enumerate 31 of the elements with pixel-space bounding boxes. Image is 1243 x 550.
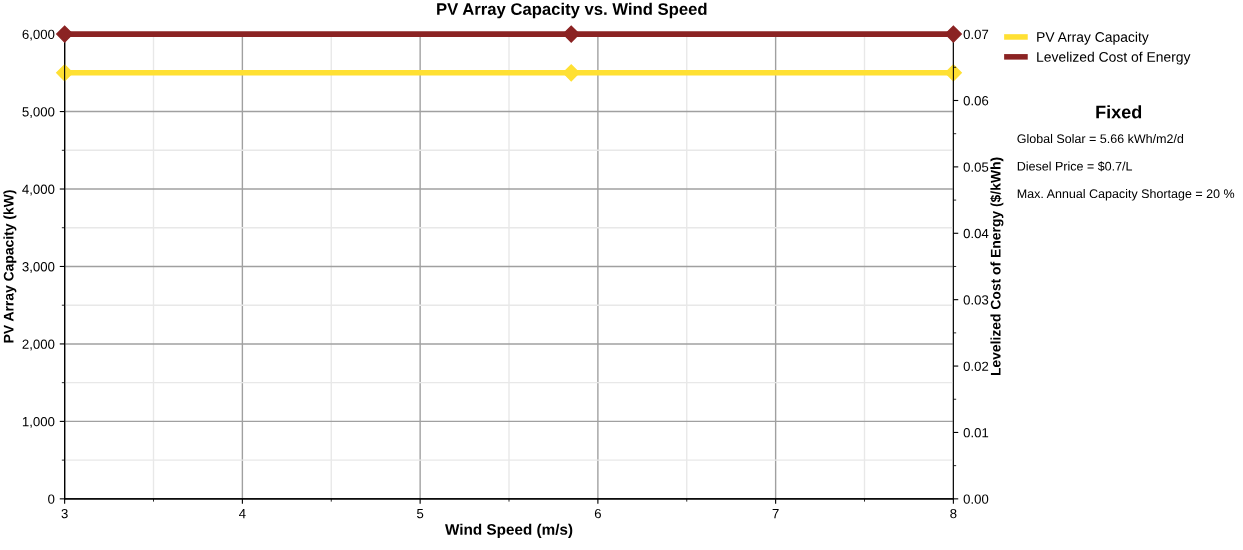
x-axis-title: Wind Speed (m/s) — [445, 523, 573, 538]
x-tick-label: 3 — [61, 508, 68, 519]
y-tick-label: 4,000 — [22, 184, 55, 196]
text: Fixed — [1096, 105, 1142, 119]
y2-tick-label: 0.00 — [963, 494, 989, 504]
y2-tick-label: 0.07 — [963, 29, 989, 40]
y-tick-label: 1,000 — [22, 416, 55, 428]
legend-label: PV Array Capacity — [1037, 31, 1149, 45]
y2-tick-label: 0.06 — [963, 96, 989, 106]
y2-tick-label: 0.01 — [963, 428, 989, 438]
y-tick-label: 0 — [48, 494, 55, 504]
y2-tick-label: 0.04 — [963, 228, 989, 239]
y-tick-label: 3,000 — [22, 262, 55, 273]
text: Max. Annual Capacity Shortage = 20 % — [1017, 188, 1235, 201]
text: Global Solar = 5.66 kWh/m2/d — [1017, 133, 1184, 144]
y2-tick-label: 0.03 — [963, 295, 989, 305]
y2-tick-label: 0.02 — [963, 361, 989, 371]
y-tick-label: 6,000 — [22, 29, 55, 41]
x-tick-label: 7 — [772, 509, 779, 519]
y-axis-title: PV Array Capacity (kW) — [3, 190, 17, 343]
text: Diesel Price = $0.7/L — [1017, 161, 1133, 172]
x-tick-label: 5 — [416, 509, 424, 519]
y2-tick-label: 0.05 — [963, 162, 989, 172]
y2-axis-title: Levelized Cost of Energy ($/kWh) — [990, 157, 1004, 376]
chart-title: PV Array Capacity vs. Wind Speed — [437, 2, 707, 19]
y-tick-label: 2,000 — [22, 339, 55, 351]
x-tick-label: 4 — [239, 509, 246, 519]
y-tick-label: 5,000 — [22, 107, 55, 119]
x-tick-label: 8 — [950, 508, 957, 519]
legend-label: Levelized Cost of Energy — [1037, 51, 1191, 65]
x-tick-label: 6 — [594, 508, 601, 519]
